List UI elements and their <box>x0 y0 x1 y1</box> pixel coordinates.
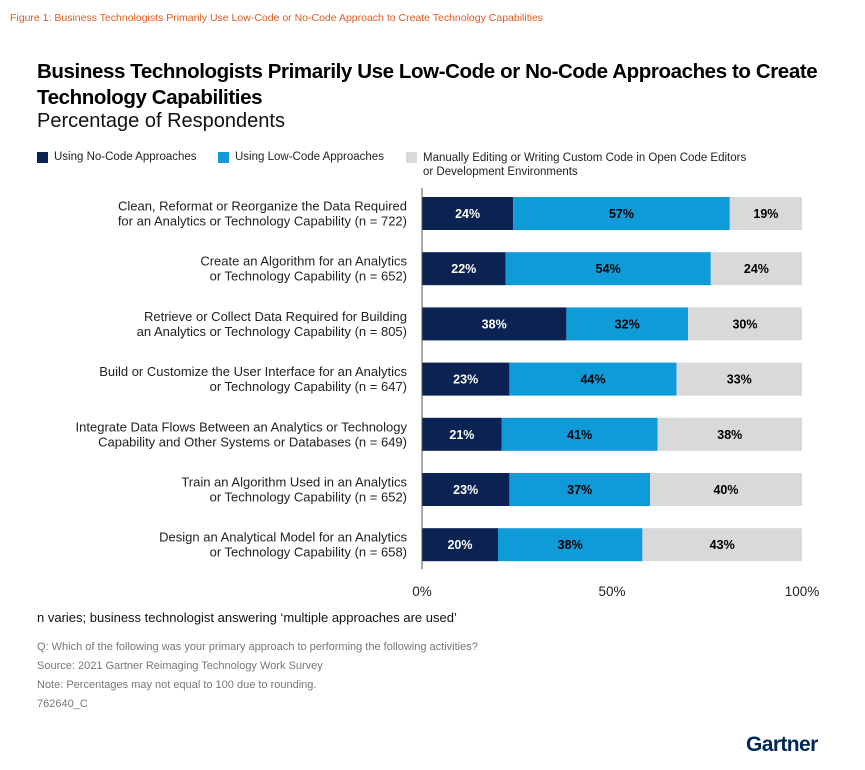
data-label: 38% <box>717 428 742 442</box>
x-tick-label: 50% <box>598 584 625 599</box>
data-label: 30% <box>732 317 757 331</box>
data-label: 41% <box>567 428 592 442</box>
bar-segment <box>505 252 711 286</box>
bar-segment <box>501 417 658 451</box>
category-label: or Technology Capability (n = 658) <box>210 545 407 560</box>
bar-segment <box>509 473 650 506</box>
x-tick-label: 100% <box>785 584 820 599</box>
legend-item-low-code: Using Low-Code Approaches <box>218 151 384 163</box>
category-label: Build or Customize the User Interface fo… <box>99 364 407 379</box>
bar-segment <box>513 197 730 230</box>
data-label: 24% <box>744 262 769 276</box>
legend-label: Using No-Code Approaches <box>54 151 197 163</box>
category-label: Retrieve or Collect Data Required for Bu… <box>144 309 407 324</box>
data-label: 33% <box>727 373 752 387</box>
category-label: or Technology Capability (n = 652) <box>210 269 407 284</box>
data-label: 22% <box>451 262 476 276</box>
category-label: for an Analytics or Technology Capabilit… <box>118 214 407 229</box>
bar-segment <box>657 417 802 451</box>
data-label: 44% <box>580 373 605 387</box>
category-label: Capability and Other Systems or Database… <box>98 434 407 449</box>
source-note: Source: 2021 Gartner Reimaging Technolog… <box>37 660 323 672</box>
x-tick-label: 0% <box>412 584 432 599</box>
data-label: 20% <box>447 538 472 552</box>
bar-segment <box>688 307 802 341</box>
category-label: Create an Algorithm for an Analytics <box>200 254 407 269</box>
data-label: 24% <box>455 207 480 221</box>
bar-segment <box>422 307 567 341</box>
legend-label-line: or Development Environments <box>423 166 578 178</box>
category-label: Integrate Data Flows Between an Analytic… <box>76 419 408 434</box>
legend-swatch <box>37 152 48 163</box>
data-label: 32% <box>615 317 640 331</box>
legend-item-no-code: Using No-Code Approaches <box>37 151 197 163</box>
bar-segment <box>422 252 506 286</box>
document-id: 762640_C <box>37 698 88 710</box>
bar-segment <box>422 362 510 396</box>
bar-segment <box>566 307 688 341</box>
data-label: 43% <box>710 538 735 552</box>
legend-swatch <box>406 152 417 163</box>
category-label: an Analytics or Technology Capability (n… <box>137 324 407 339</box>
data-label: 54% <box>596 262 621 276</box>
data-label: 23% <box>453 373 478 387</box>
category-label: or Technology Capability (n = 647) <box>210 379 407 394</box>
bar-segment <box>422 528 498 562</box>
category-label: or Technology Capability (n = 652) <box>210 490 407 505</box>
bar-segment <box>422 197 514 230</box>
data-label: 19% <box>753 207 778 221</box>
bar-segment <box>509 362 677 396</box>
data-label: 40% <box>713 483 738 497</box>
gartner-logo: Gartner <box>746 733 818 756</box>
bar-segment <box>642 528 802 562</box>
data-label: 57% <box>609 207 634 221</box>
data-label: 21% <box>449 428 474 442</box>
chart-subtitle: Percentage of Respondents <box>37 110 285 132</box>
n-note: n varies; business technologist answerin… <box>37 610 457 625</box>
question-note: Q: Which of the following was your prima… <box>37 641 478 653</box>
bar-segment <box>710 252 802 286</box>
chart-title: Business Technologists Primarily Use Low… <box>37 60 818 109</box>
legend-swatch <box>218 152 229 163</box>
bar-segment <box>422 473 510 506</box>
legend-label: Using Low-Code Approaches <box>235 151 384 163</box>
data-label: 38% <box>482 317 507 331</box>
data-label: 23% <box>453 483 478 497</box>
bar-segment <box>422 417 502 451</box>
category-label: Clean, Reformat or Reorganize the Data R… <box>118 199 407 214</box>
legend-label: Manually Editing or Writing Custom Code … <box>423 151 746 179</box>
legend-label-line: Manually Editing or Writing Custom Code … <box>423 152 747 164</box>
data-label: 38% <box>558 538 583 552</box>
legend-item-custom-code: Manually Editing or Writing Custom Code … <box>406 151 746 179</box>
category-label: Design an Analytical Model for an Analyt… <box>159 530 407 545</box>
category-label: Train an Algorithm Used in an Analytics <box>181 475 407 490</box>
bar-segment <box>676 362 802 396</box>
bar-segment <box>729 197 802 230</box>
bar-segment <box>498 528 643 562</box>
rounding-note: Note: Percentages may not equal to 100 d… <box>37 679 317 691</box>
data-label: 37% <box>567 483 592 497</box>
bar-segment <box>650 473 802 506</box>
figure-caption: Figure 1: Business Technologists Primari… <box>10 12 544 24</box>
